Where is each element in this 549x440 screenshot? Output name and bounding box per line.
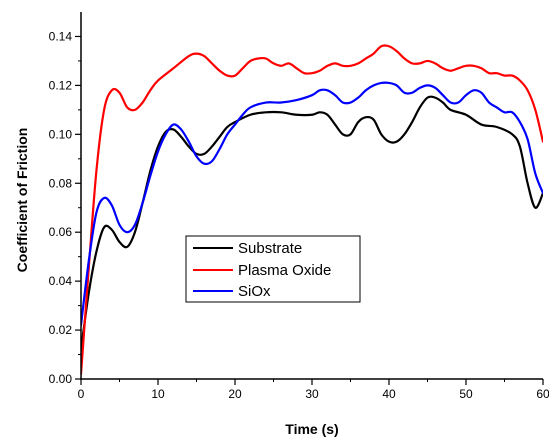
- legend-label-substrate: Substrate: [238, 240, 302, 257]
- y-tick-label: 0.04: [49, 274, 73, 288]
- x-tick-label: 10: [151, 387, 165, 401]
- y-tick-label: 0.10: [49, 127, 73, 141]
- series-layer: [81, 44, 543, 376]
- legend: Substrate Plasma Oxide SiOx: [185, 235, 361, 303]
- y-tick-label: 0.06: [49, 225, 73, 239]
- x-axis-title: Time (s): [285, 421, 338, 437]
- legend-label-siox: SiOx: [238, 283, 271, 300]
- x-tick-label: 40: [382, 387, 396, 401]
- series-line-siox: [81, 81, 543, 327]
- y-axis-title: Coefficient of Friction: [14, 128, 30, 273]
- legend-label-plasma-oxide: Plasma Oxide: [238, 262, 331, 279]
- y-tick-label: 0.14: [49, 29, 73, 43]
- x-tick-label: 30: [305, 387, 319, 401]
- x-tick-label: 0: [78, 387, 85, 401]
- y-tick-label: 0.02: [49, 323, 73, 337]
- y-tick-label: 0.12: [49, 78, 73, 92]
- y-tick-label: 0.00: [49, 372, 73, 386]
- series-line-substrate: [81, 95, 543, 351]
- x-tick-label: 60: [536, 387, 549, 401]
- x-tick-label: 50: [459, 387, 473, 401]
- y-tick-label: 0.08: [49, 176, 73, 190]
- x-tick-label: 20: [228, 387, 242, 401]
- x-ticks: 0 10 20 30 40 50 60: [78, 379, 549, 401]
- series-line-plasma-oxide: [81, 44, 543, 376]
- y-ticks: 0.00 0.02 0.04 0.06 0.08 0.10 0.12 0.14: [49, 29, 81, 386]
